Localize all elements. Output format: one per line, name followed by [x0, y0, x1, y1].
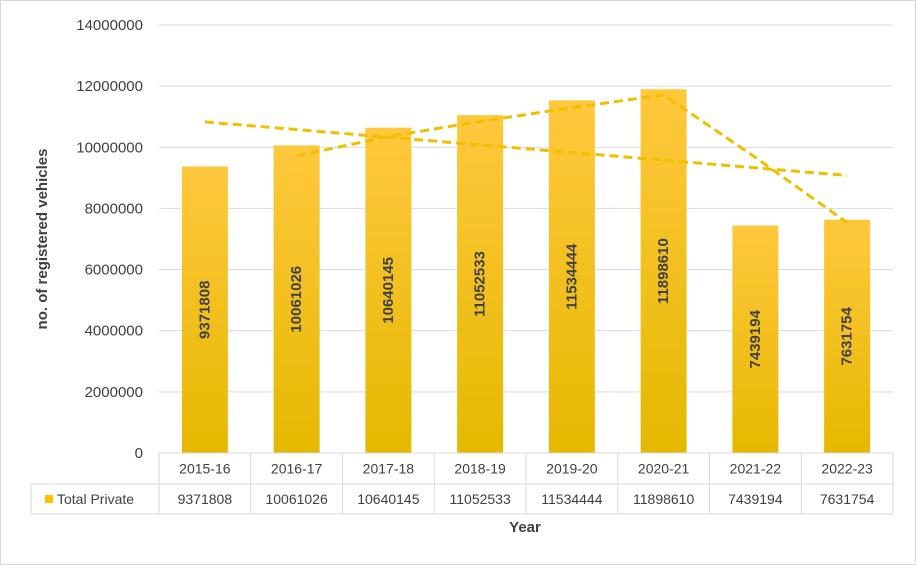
bar — [457, 115, 504, 453]
bar — [273, 145, 320, 454]
y-tick-label: 8000000 — [85, 200, 143, 217]
y-tick-label: 10000000 — [76, 139, 143, 156]
bar — [732, 225, 779, 453]
y-tick-label: 4000000 — [85, 323, 143, 340]
category-label: 2019-20 — [546, 461, 598, 477]
data-label: 11534444 — [563, 243, 580, 310]
category-label: 2022-23 — [821, 461, 873, 477]
y-axis-ticks: 0 2000000 4000000 6000000 8000000 10000000 120… — [76, 17, 143, 462]
table-value: 7439194 — [728, 491, 783, 507]
data-label: 10061026 — [288, 266, 305, 333]
y-tick-label: 0 — [135, 445, 143, 462]
data-label: 10640145 — [380, 257, 397, 324]
moving-average-trendline — [296, 93, 848, 224]
gridlines — [159, 24, 893, 454]
category-label: 2018-19 — [454, 461, 506, 477]
data-label: 11052533 — [472, 251, 489, 317]
bar — [548, 100, 595, 453]
table-value: 10640145 — [357, 491, 420, 507]
bar — [824, 219, 871, 453]
table-value: 10061026 — [265, 491, 328, 507]
category-label: 2021-22 — [730, 461, 782, 477]
table-value: 7631754 — [820, 491, 875, 507]
series-name: Total Private — [57, 491, 134, 507]
bar — [365, 127, 412, 453]
bars — [181, 89, 871, 454]
data-labels: 9371808 10061026 10640145 11052533 11534444 1… — [196, 238, 855, 368]
bar — [181, 166, 228, 453]
table-value: 11534444 — [541, 491, 602, 507]
y-axis-title: no. of registered vehicles — [34, 149, 51, 330]
data-label: 7439194 — [747, 309, 764, 368]
table-value: 11052533 — [450, 491, 511, 507]
table-value: 11898610 — [633, 491, 694, 507]
y-tick-label: 6000000 — [85, 262, 143, 279]
linear-trendline — [204, 120, 848, 177]
category-label: 2020-21 — [638, 461, 690, 477]
y-tick-label: 12000000 — [76, 78, 143, 95]
data-label: 11898610 — [655, 238, 672, 304]
category-label: 2017-18 — [363, 461, 415, 477]
category-label: 2015-16 — [179, 461, 231, 477]
category-label: 2016-17 — [271, 461, 323, 477]
legend-key — [45, 495, 53, 503]
data-table: 2015-16 2016-17 2017-18 2018-19 2019-20 2020-… — [30, 452, 894, 515]
data-label: 7631754 — [839, 306, 856, 365]
x-axis-title: Year — [509, 519, 541, 536]
y-tick-label: 2000000 — [85, 384, 143, 401]
table-value: 9371808 — [178, 491, 233, 507]
data-label: 9371808 — [196, 281, 213, 339]
y-tick-label: 14000000 — [76, 17, 143, 34]
trendlines — [204, 93, 848, 224]
bar — [640, 89, 687, 453]
